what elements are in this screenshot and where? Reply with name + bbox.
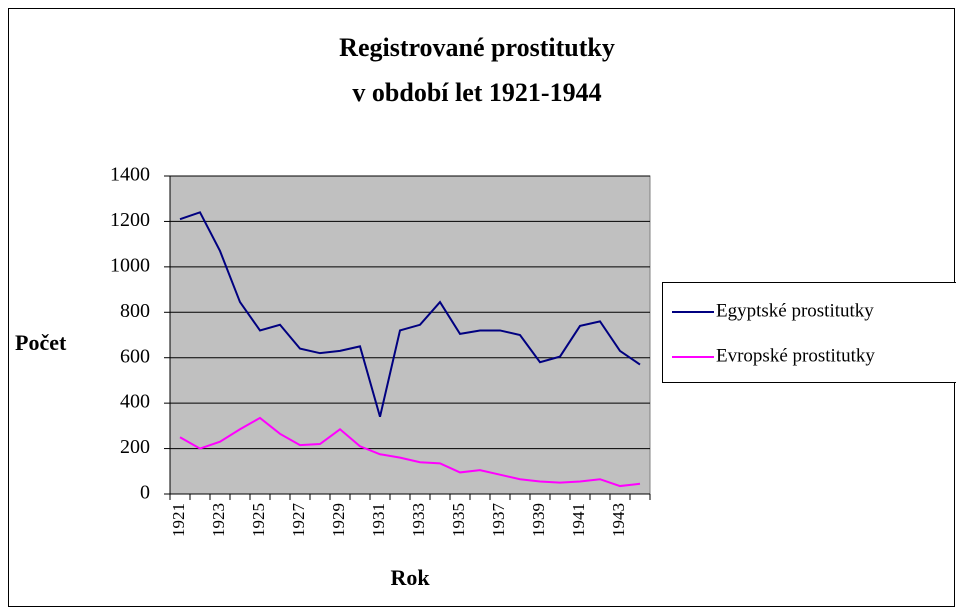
- x-axis-label: Rok: [390, 565, 430, 590]
- series-line: [179, 211, 641, 418]
- x-tick-label: 1941: [569, 503, 588, 537]
- x-tick-label: 1937: [489, 503, 508, 538]
- x-tick-label: 1929: [329, 503, 348, 537]
- plot-area: [169, 175, 651, 495]
- y-tick-label: 0: [140, 482, 150, 504]
- x-tick-label: 1933: [409, 503, 428, 537]
- x-tick-label: 1943: [609, 503, 628, 537]
- y-tick-label: 800: [120, 300, 150, 322]
- y-tick-label: 200: [120, 436, 150, 458]
- y-tick-label: 600: [120, 345, 150, 367]
- x-tick-label: 1935: [449, 503, 468, 537]
- y-axis-label: Počet: [15, 330, 67, 355]
- legend-label: Evropské prostitutky: [716, 345, 875, 366]
- legend-label: Egyptské prostitutky: [716, 300, 874, 321]
- chart-title: v období let 1921-1944: [352, 78, 601, 107]
- x-tick-label: 1931: [369, 503, 388, 537]
- x-tick-label: 1925: [249, 503, 268, 537]
- x-tick-label: 1921: [169, 503, 188, 537]
- x-tick-label: 1927: [289, 503, 308, 538]
- x-tick-label: 1939: [529, 503, 548, 537]
- y-tick-label: 1200: [110, 209, 150, 231]
- y-tick-label: 1400: [110, 164, 150, 186]
- series-line: [179, 416, 641, 488]
- y-tick-label: 400: [120, 391, 150, 413]
- legend-box: [662, 282, 956, 383]
- y-tick-label: 1000: [110, 254, 150, 276]
- x-tick-label: 1923: [209, 503, 228, 537]
- chart-title: Registrované prostitutky: [339, 33, 615, 62]
